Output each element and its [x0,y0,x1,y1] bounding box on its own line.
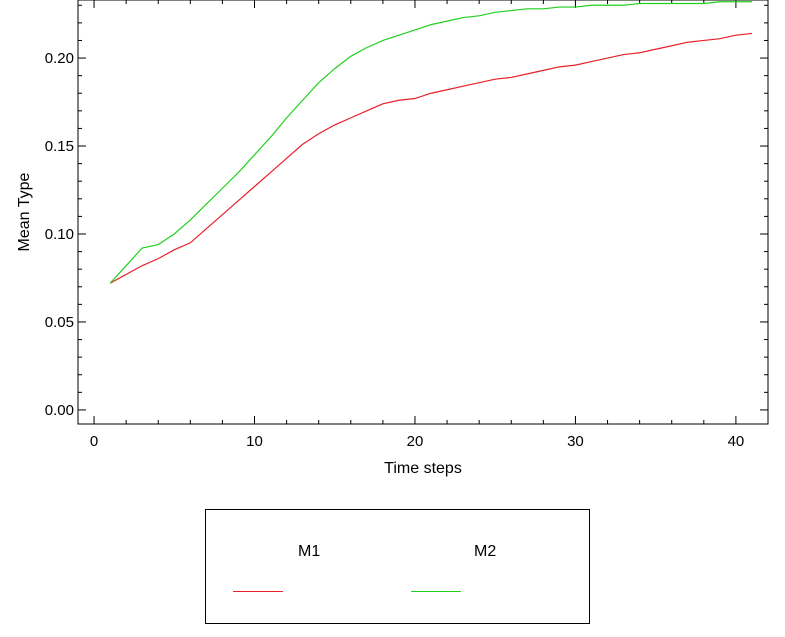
legend: M1 M2 [205,509,590,624]
y-tick-label: 0.10 [45,226,74,243]
line-chart: 0 10 20 30 40 0.00 0.05 0.10 0.15 0.20 Time step… [16,0,769,477]
y-axis-ticks: 0.00 0.05 0.10 0.15 0.20 [45,4,768,419]
series-line-m1 [109,32,753,284]
x-axis-title: Time steps [384,460,462,477]
legend-label-m2: M2 [474,543,497,560]
series-layer [109,1,753,284]
x-tick-label: 40 [728,433,745,450]
legend-swatch-m1 [233,591,283,592]
series-line-m2 [109,1,752,284]
y-tick-label: 0.05 [45,314,74,331]
y-tick-label: 0.00 [45,402,74,419]
legend-swatch-m2 [411,591,461,592]
x-axis-ticks: 0 10 20 30 40 [90,0,769,450]
plot-frame [77,0,769,425]
x-tick-label: 10 [246,433,263,450]
y-tick-label: 0.15 [45,138,74,155]
y-tick-label: 0.20 [45,50,74,67]
x-tick-label: 0 [90,433,98,450]
x-tick-label: 30 [567,433,584,450]
legend-label-m1: M1 [298,543,321,560]
y-axis-title: Mean Type [16,172,33,251]
x-tick-label: 20 [407,433,424,450]
